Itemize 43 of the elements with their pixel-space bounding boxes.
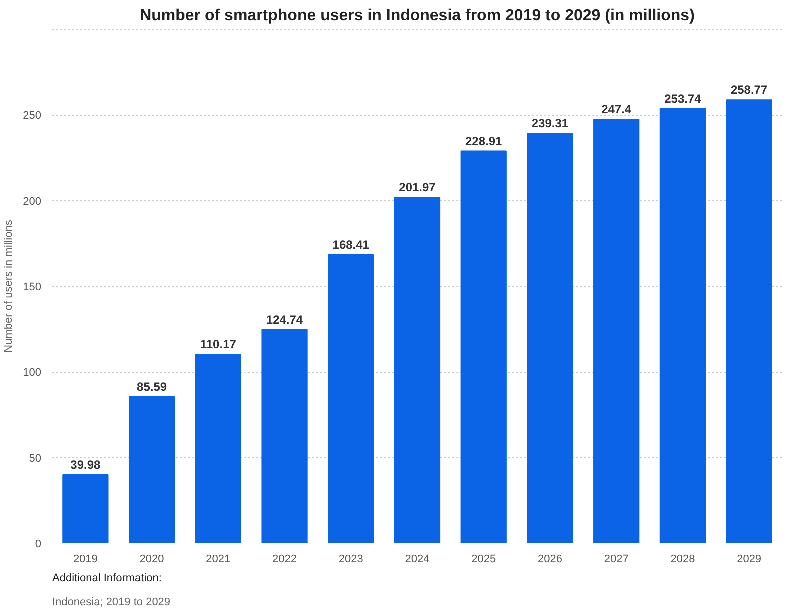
bar xyxy=(660,108,706,544)
data-label: 247.4 xyxy=(602,102,632,117)
x-tick-label: 2021 xyxy=(206,554,231,566)
x-tick-label: 2026 xyxy=(538,554,562,566)
data-label: 258.77 xyxy=(730,83,768,98)
y-tick-label: 200 xyxy=(23,196,42,208)
data-label: 124.74 xyxy=(266,312,304,327)
x-tick-label: 2029 xyxy=(737,554,762,566)
text: Indonesia; 2019 to 2029 xyxy=(52,596,171,608)
y-tick-label: 150 xyxy=(23,282,42,294)
data-label: 39.98 xyxy=(70,458,102,472)
y-tick-label: 100 xyxy=(23,367,42,380)
y-tick-label: 250 xyxy=(23,110,42,122)
bar xyxy=(527,132,574,544)
data-label: 168.41 xyxy=(332,238,370,252)
data-label: 110.17 xyxy=(200,338,237,352)
bar xyxy=(328,254,374,544)
bar xyxy=(726,100,772,544)
bar xyxy=(128,396,176,544)
y-axis-title: Number of users in millions xyxy=(3,220,16,353)
text: Additional Information: xyxy=(52,572,162,584)
chart-title: Number of smartphone users in Indonesia from 2019 to 2029 (in millions) xyxy=(140,8,695,24)
x-tick-label: 2022 xyxy=(272,554,298,566)
bar xyxy=(594,119,640,544)
data-label: 228.91 xyxy=(466,134,503,148)
x-tick-label: 2025 xyxy=(472,554,496,566)
x-tick-label: 2020 xyxy=(140,554,164,566)
bar xyxy=(195,354,242,544)
data-label: 239.31 xyxy=(532,116,569,130)
y-tick-label: 0 xyxy=(35,538,42,550)
x-tick-label: 2027 xyxy=(604,554,629,566)
data-label: 201.97 xyxy=(399,180,436,194)
bar xyxy=(460,150,507,544)
y-tick-label: 50 xyxy=(29,452,42,465)
x-tick-label: 2023 xyxy=(338,554,364,566)
data-label: 85.59 xyxy=(137,380,168,394)
x-tick-label: 2024 xyxy=(405,554,430,566)
data-label: 253.74 xyxy=(664,92,702,106)
bar xyxy=(62,474,109,544)
x-tick-label: 2028 xyxy=(670,554,696,566)
bar xyxy=(262,329,308,544)
bar xyxy=(394,196,441,544)
x-tick-label: 2019 xyxy=(73,554,98,566)
